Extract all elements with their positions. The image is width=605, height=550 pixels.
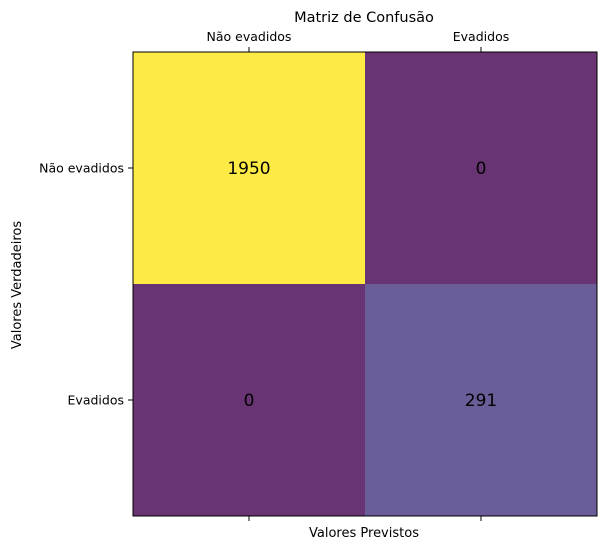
x-axis-label: Valores Previstos (309, 526, 419, 541)
heatmap-cell (365, 284, 597, 516)
heatmap-cell (365, 52, 597, 284)
cell-value-label: 0 (244, 391, 255, 411)
x-tick-label: Evadidos (453, 29, 509, 44)
axes-frame (132, 51, 598, 517)
cell-value-label: 1950 (227, 159, 270, 179)
heatmap-cell (133, 52, 365, 284)
cell-value-label: 0 (476, 159, 487, 179)
heatmap-cell (133, 284, 365, 516)
chart-title: Matriz de Confusão (294, 10, 434, 26)
y-axis-label: Valores Verdadeiros (10, 221, 25, 349)
y-tick-label: Evadidos (68, 393, 124, 408)
heatmap-cells (133, 52, 597, 516)
cell-value-label: 291 (465, 391, 497, 411)
y-tick-label: Não evadidos (39, 161, 124, 176)
cell-value-labels: 1950 0 0 291 (227, 159, 497, 411)
x-tick-label: Não evadidos (207, 29, 292, 44)
axis-ticks: Não evadidos Evadidos Não evadidos Evadidos (39, 29, 509, 521)
